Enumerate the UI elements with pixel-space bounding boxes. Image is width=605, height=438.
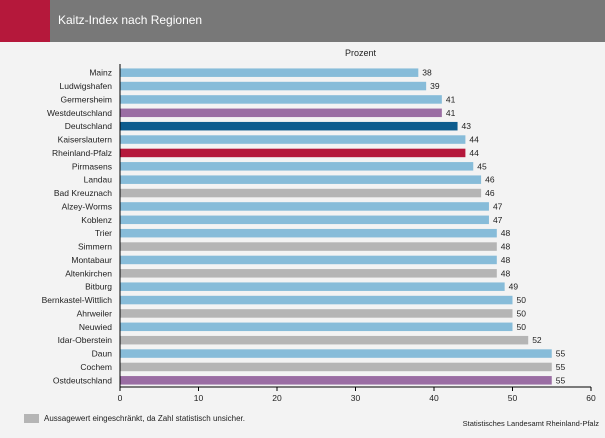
bar-mainz — [120, 68, 419, 77]
x-tick-label: 40 — [429, 393, 439, 403]
value-label: 55 — [556, 375, 566, 385]
bar-ostdeutschland — [120, 376, 552, 385]
bar-bernkastel-wittlich — [120, 295, 513, 305]
bar-rheinland-pfalz — [120, 148, 466, 158]
bar-trier — [120, 228, 497, 238]
bar-bitburg — [120, 282, 505, 291]
x-tick-label: 50 — [508, 393, 518, 403]
value-label: 41 — [446, 94, 456, 104]
bar-cochem — [120, 362, 552, 372]
category-label: Alzey-Worms — [62, 201, 112, 211]
category-label: Montabaur — [71, 255, 112, 265]
value-label: 52 — [532, 335, 542, 345]
header-accent — [0, 0, 50, 42]
category-label: Idar-Oberstein — [58, 335, 113, 345]
x-tick-label: 60 — [586, 393, 596, 403]
value-label: 47 — [493, 201, 503, 211]
legend-label: Aussagewert eingeschränkt, da Zahl stati… — [44, 414, 245, 423]
value-label: 50 — [517, 322, 527, 332]
value-label: 47 — [493, 215, 503, 225]
value-label: 46 — [485, 188, 495, 198]
value-label: 44 — [469, 148, 479, 158]
category-label: Germersheim — [61, 94, 112, 104]
value-label: 49 — [509, 282, 519, 292]
source-note: Statistisches Landesamt Rheinland-Pfalz — [462, 419, 599, 428]
bar-montabaur — [120, 255, 497, 265]
bar-alzey-worms — [120, 202, 489, 211]
bar-daun — [120, 349, 552, 358]
bar-deutschland — [120, 121, 458, 131]
bar-koblenz — [120, 215, 489, 225]
category-label: Ludwigshafen — [60, 81, 113, 91]
bar-kaiserslautern — [120, 135, 466, 144]
value-label: 55 — [556, 349, 566, 359]
category-label: Daun — [92, 349, 113, 359]
page-title: Kaitz-Index nach Regionen — [58, 13, 203, 27]
category-label: Bad Kreuznach — [54, 188, 112, 198]
value-label: 38 — [422, 68, 432, 78]
value-label: 55 — [556, 362, 566, 372]
value-label: 45 — [477, 161, 487, 171]
value-label: 50 — [517, 295, 527, 305]
header-bar: Kaitz-Index nach Regionen — [0, 0, 605, 42]
x-tick-label: 0 — [118, 393, 123, 403]
x-tick-label: 30 — [351, 393, 361, 403]
x-tick-label: 10 — [194, 393, 204, 403]
value-label: 48 — [501, 255, 511, 265]
legend-swatch-uncertain — [24, 414, 39, 423]
category-label: Landau — [84, 175, 113, 185]
value-label: 48 — [501, 268, 511, 278]
category-label: Koblenz — [81, 215, 112, 225]
value-label: 39 — [430, 81, 440, 91]
category-label: Simmern — [78, 242, 112, 252]
bar-ludwigshafen — [120, 81, 427, 91]
category-label: Bitburg — [85, 282, 112, 292]
category-label: Cochem — [80, 362, 112, 372]
category-label: Westdeutschland — [47, 108, 112, 118]
category-label: Ostdeutschland — [53, 375, 112, 385]
bar-westdeutschland — [120, 108, 442, 118]
category-label: Neuwied — [79, 322, 112, 332]
value-label: 43 — [462, 121, 472, 131]
legend: Aussagewert eingeschränkt, da Zahl stati… — [24, 414, 245, 423]
value-label: 48 — [501, 242, 511, 252]
bar-bad kreuznach — [120, 188, 482, 198]
category-label: Pirmasens — [72, 161, 112, 171]
category-label: Mainz — [89, 68, 112, 78]
category-label: Bernkastel-Wittlich — [42, 295, 113, 305]
value-label: 46 — [485, 175, 495, 185]
bar-idar-oberstein — [120, 335, 529, 345]
bar-altenkirchen — [120, 269, 497, 278]
chart-title: Prozent — [345, 48, 377, 58]
value-label: 41 — [446, 108, 456, 118]
value-label: 50 — [517, 308, 527, 318]
bar-chart: Prozent Mainz 38 Ludwigshafen 39 Germersheim 4… — [42, 48, 596, 403]
category-label: Kaiserslautern — [58, 135, 113, 145]
bar-neuwied — [120, 322, 513, 332]
bar-simmern — [120, 242, 497, 251]
category-label: Trier — [95, 228, 112, 238]
value-label: 44 — [469, 135, 479, 145]
x-tick-label: 20 — [272, 393, 282, 403]
bar-pirmasens — [120, 162, 474, 171]
bar-ahrweiler — [120, 309, 513, 318]
category-label: Rheinland-Pfalz — [52, 148, 112, 158]
bar-germersheim — [120, 95, 442, 104]
value-label: 48 — [501, 228, 511, 238]
category-label: Ahrweiler — [77, 308, 113, 318]
category-label: Deutschland — [65, 121, 113, 131]
category-label: Altenkirchen — [65, 268, 112, 278]
bar-landau — [120, 175, 482, 184]
